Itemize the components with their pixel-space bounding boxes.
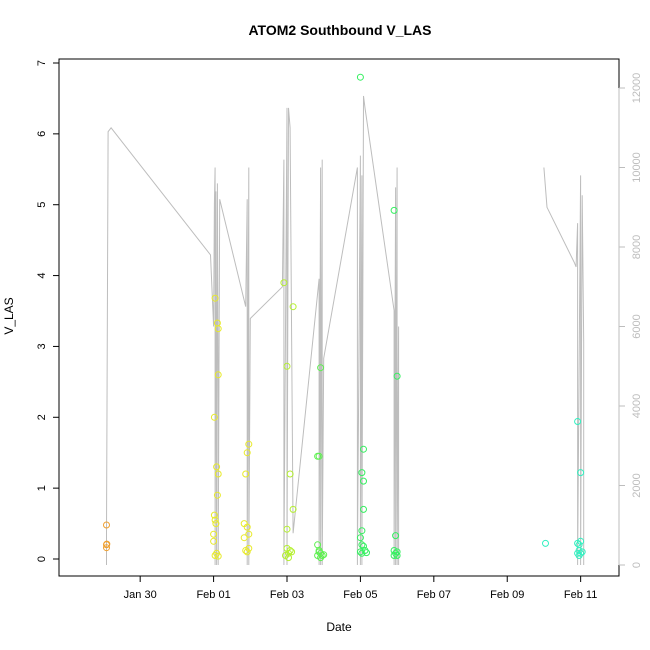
y-axis: 0 1 2 3 4 5 6 7 [36, 60, 60, 562]
data-point [245, 544, 253, 552]
data-point [575, 541, 583, 549]
data-point [212, 520, 220, 528]
data-point [315, 452, 323, 460]
secondary-line-layer [106, 95, 585, 566]
data-point [390, 206, 398, 214]
secondary-line-1 [106, 95, 400, 566]
x-tick-label: Feb 09 [490, 589, 524, 601]
data-point [360, 445, 367, 453]
data-point [393, 552, 401, 559]
x-tick-label: Feb 11 [564, 589, 597, 601]
data-point [542, 539, 549, 547]
data-point [280, 279, 288, 287]
data-point [289, 303, 297, 311]
y-tick-label: 2 [36, 414, 48, 420]
data-point [283, 525, 291, 533]
data-point [103, 521, 110, 529]
data-point [210, 511, 218, 519]
x-axis-label: Date [326, 620, 352, 634]
data-point [214, 325, 222, 333]
data-point [214, 552, 222, 560]
data-point [214, 371, 222, 379]
data-point [393, 372, 401, 380]
y2-tick-label: 4000 [631, 394, 643, 418]
data-point [213, 491, 221, 499]
data-point [360, 477, 367, 485]
data-point [392, 532, 400, 540]
y-tick-label: 0 [36, 556, 48, 562]
secondary-y-axis: 0 2000 4000 6000 8000 10000 12000 [618, 73, 643, 568]
y2-tick-label: 2000 [631, 473, 643, 497]
y-tick-label: 5 [36, 202, 48, 208]
data-point [282, 552, 289, 559]
data-point [358, 527, 366, 535]
data-point [363, 549, 370, 557]
chart-title: ATOM2 Southbound V_LAS [248, 22, 431, 38]
plot-frame [58, 58, 620, 577]
data-point [390, 552, 398, 559]
data-point [286, 547, 294, 554]
x-tick-label: Feb 01 [196, 589, 230, 601]
y-tick-label: 7 [36, 60, 48, 66]
x-tick-label: Feb 05 [343, 589, 377, 601]
data-point [361, 547, 369, 554]
secondary-line-2 [543, 167, 585, 566]
data-point [243, 449, 251, 457]
data-point [315, 548, 323, 556]
data-point [356, 73, 364, 81]
x-tick-label: Jan 30 [124, 589, 157, 601]
data-point [210, 530, 218, 538]
data-point [575, 547, 583, 554]
data-point [358, 541, 366, 549]
data-point [242, 470, 250, 478]
data-point [288, 548, 296, 556]
data-point [210, 413, 218, 421]
x-axis: Jan 30 Feb 01 Feb 03 Feb 05 Feb 07 Feb 09 Feb … [124, 575, 597, 601]
data-point [245, 440, 253, 448]
data-point [211, 294, 219, 302]
data-point [243, 548, 251, 556]
y2-tick-label: 0 [631, 562, 643, 568]
data-point [214, 470, 222, 478]
data-point [245, 530, 253, 538]
data-point [358, 469, 366, 477]
y2-tick-label: 8000 [631, 235, 643, 259]
data-point [103, 544, 110, 552]
y-axis-label: V_LAS [2, 297, 16, 334]
data-point [213, 463, 221, 471]
points-layer [103, 73, 586, 562]
data-point [211, 516, 219, 524]
y2-tick-label: 6000 [631, 314, 643, 338]
data-point [360, 542, 367, 550]
data-point [577, 537, 585, 545]
x-tick-label: Feb 03 [270, 589, 304, 601]
y-tick-label: 6 [36, 131, 48, 137]
data-point [243, 523, 251, 531]
data-point [317, 364, 325, 372]
data-point [283, 362, 291, 370]
y2-tick-label: 10000 [631, 152, 643, 183]
data-point [360, 505, 367, 513]
y-tick-label: 1 [36, 485, 48, 491]
data-point [574, 418, 582, 425]
data-point [210, 537, 218, 545]
data-point [240, 534, 248, 542]
data-point [289, 505, 297, 513]
data-point [314, 541, 322, 549]
data-point [286, 470, 294, 478]
y-tick-label: 3 [36, 343, 48, 349]
data-point [577, 469, 585, 477]
x-tick-label: Feb 07 [417, 589, 451, 601]
y2-tick-label: 12000 [631, 73, 643, 104]
data-point [356, 534, 364, 542]
y-tick-label: 4 [36, 273, 48, 279]
data-point [103, 540, 111, 548]
